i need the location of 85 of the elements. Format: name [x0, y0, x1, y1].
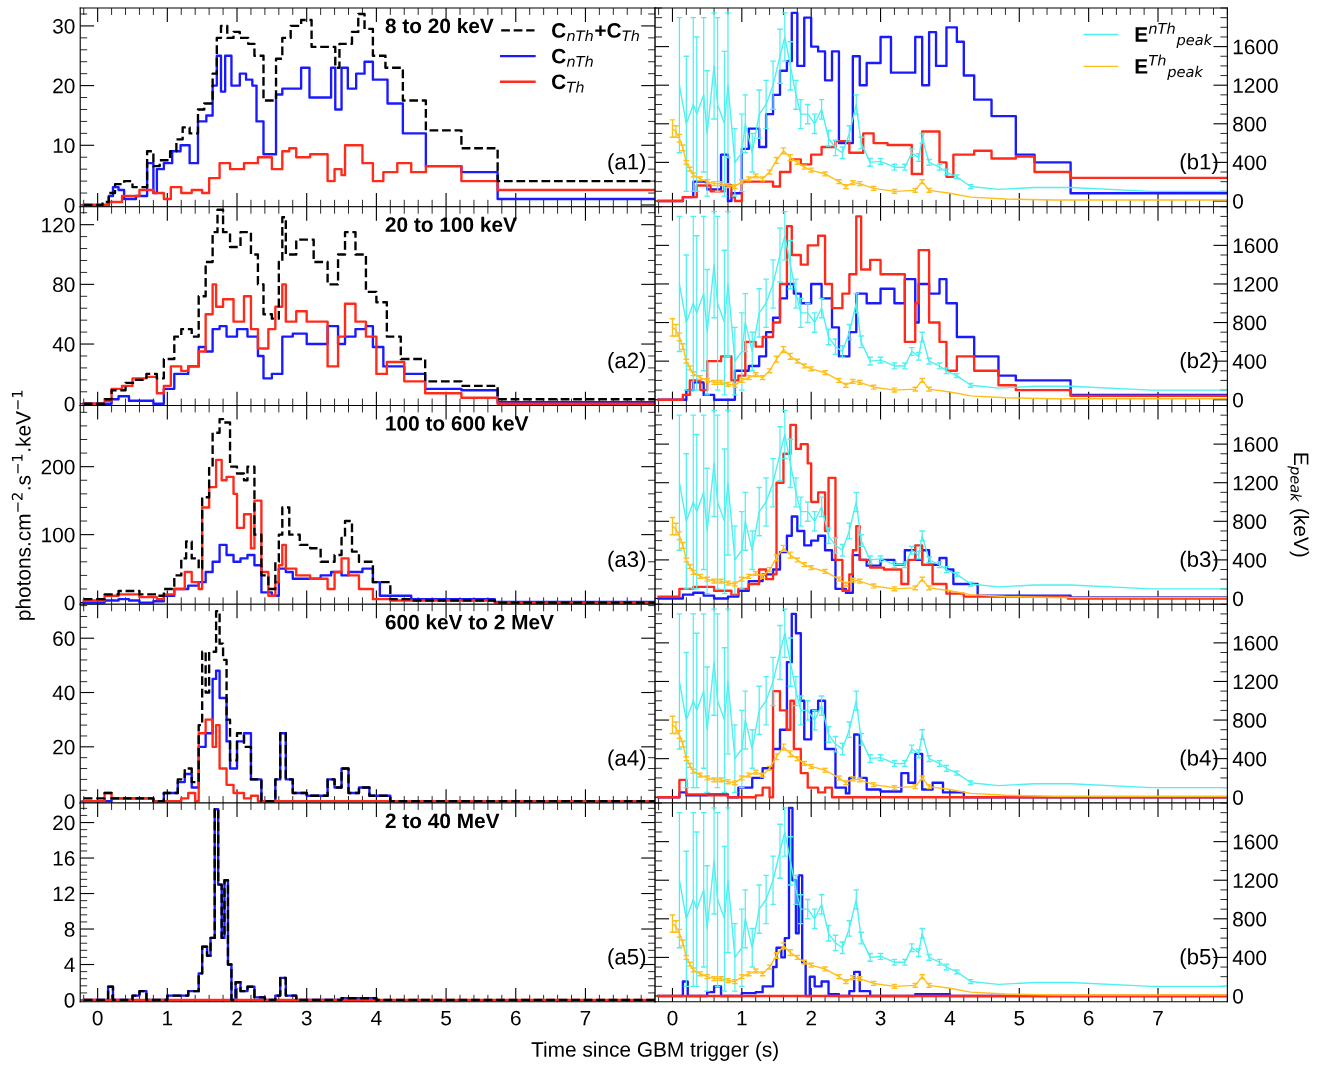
legend-label: E$^{Th}$$_{peak}$ [1135, 54, 1204, 80]
y-tick-label: 800 [1233, 315, 1267, 331]
y-tick-label: 12 [53, 886, 75, 902]
y-tick-label: 100 [42, 527, 75, 543]
y-tick-label: 0 [64, 794, 75, 809]
y-tick-label: 1600 [1233, 834, 1278, 850]
y-tick-label: 60 [53, 631, 75, 646]
y-tick-label: 1200 [1233, 78, 1278, 93]
x-tick-label: 3 [875, 1010, 886, 1026]
y-tick-label: 800 [1233, 514, 1267, 530]
y-axis-title: photons.cm$^{−2}$.s$^{−1}$.keV$^{−1}$ [11, 390, 35, 620]
annotation: (b5) [1180, 948, 1218, 969]
x-tick-label: 0 [667, 1010, 678, 1026]
x-tick-label: 1 [163, 1010, 173, 1026]
legend-label: C$_{nTh}$ [552, 48, 593, 67]
y-tick-label: 1600 [1233, 437, 1278, 452]
x-tick-label: 4 [944, 1010, 956, 1026]
annotation: (b2) [1180, 352, 1218, 373]
y-tick-label: 20 [53, 739, 75, 755]
y-tick-label: 400 [1232, 950, 1267, 966]
x-tick-label: 5 [441, 1010, 451, 1026]
x-tick-label: 6 [1083, 1010, 1094, 1026]
y-tick-label: 120 [42, 217, 75, 233]
x-tick-label: 5 [1014, 1010, 1025, 1026]
chart-title: 600 keV to 2 MeV [385, 614, 554, 630]
y-tick-label: 1200 [1233, 674, 1278, 690]
x-tick-label: 3 [301, 1010, 312, 1026]
annotation: (a3) [608, 550, 646, 572]
y-tick-label: 1200 [1233, 475, 1278, 491]
y-tick-label: 200 [41, 459, 75, 475]
y-tick-label: 1200 [1233, 276, 1278, 292]
chart-title: 8 to 20 keV [385, 17, 494, 34]
x-axis-title: Time since GBM trigger (s) [531, 1041, 778, 1061]
y-tick-label: 1200 [1233, 873, 1278, 888]
y-tick-label: 0 [1233, 392, 1243, 408]
annotation: (a2) [608, 352, 646, 373]
y-tick-label: 20 [53, 78, 75, 94]
annotation: (a5) [608, 948, 646, 969]
annotation: (b3) [1180, 550, 1218, 572]
x-tick-label: 7 [580, 1010, 591, 1026]
legend-label: C$_{nTh}$+C$_{Th}$ [552, 23, 639, 42]
x-tick-label: 2 [232, 1010, 242, 1026]
y-tick-label: 400 [1232, 751, 1267, 767]
x-tick-label: 0 [92, 1010, 103, 1026]
chart-title: 100 to 600 keV [386, 415, 529, 431]
y-tick-label: 800 [1233, 713, 1267, 728]
y-tick-label: 40 [52, 685, 75, 701]
y-tick-label: 10 [53, 138, 75, 154]
legend-label: E$^{nTh}$$_{peak}$ [1135, 22, 1213, 49]
x-tick-label: 7 [1153, 1010, 1163, 1026]
x-tick-label: 2 [806, 1010, 816, 1026]
legend-label: C$_{Th}$ [552, 74, 584, 93]
y-tick-label: 1600 [1233, 39, 1278, 55]
y-tick-label: 400 [1232, 552, 1267, 568]
y-tick-label: 4 [64, 957, 75, 973]
y-tick-label: 1600 [1233, 635, 1278, 651]
x-tick-label: 1 [737, 1010, 747, 1026]
y-tick-label: 8 [64, 922, 75, 937]
chart-title: 2 to 40 MeV [385, 813, 500, 829]
annotation: (a1) [608, 153, 646, 174]
y-tick-label: 0 [1233, 193, 1243, 209]
annotation: (b1) [1180, 153, 1218, 174]
y-tick-label: 800 [1233, 911, 1267, 927]
y-tick-label: 80 [53, 277, 75, 293]
annotation: (b4) [1180, 749, 1218, 771]
y-tick-label: 0 [1233, 790, 1243, 805]
annotation: (a4) [608, 749, 646, 771]
y-tick-label: 400 [1232, 155, 1267, 171]
y-tick-label: 30 [52, 18, 75, 34]
x-tick-label: 6 [511, 1010, 521, 1026]
y-tick-label: 0 [64, 993, 75, 1008]
chart-title: 20 to 100 keV [385, 216, 517, 233]
y-tick-label: 800 [1233, 116, 1267, 132]
y-tick-label: 1600 [1233, 238, 1278, 254]
y-tick-label: 16 [53, 851, 75, 866]
y-tick-label: 0 [64, 396, 75, 412]
y-tick-label: 20 [53, 815, 75, 831]
y-tick-label: 400 [1232, 354, 1267, 369]
y-axis-title: E$_{peak}$ (keV) [1287, 453, 1310, 557]
y-tick-label: 0 [64, 197, 75, 213]
y-tick-label: 0 [64, 595, 75, 611]
x-tick-label: 4 [371, 1010, 382, 1026]
y-tick-label: 40 [52, 337, 75, 352]
y-tick-label: 0 [1233, 989, 1243, 1004]
y-tick-label: 0 [1233, 591, 1243, 607]
